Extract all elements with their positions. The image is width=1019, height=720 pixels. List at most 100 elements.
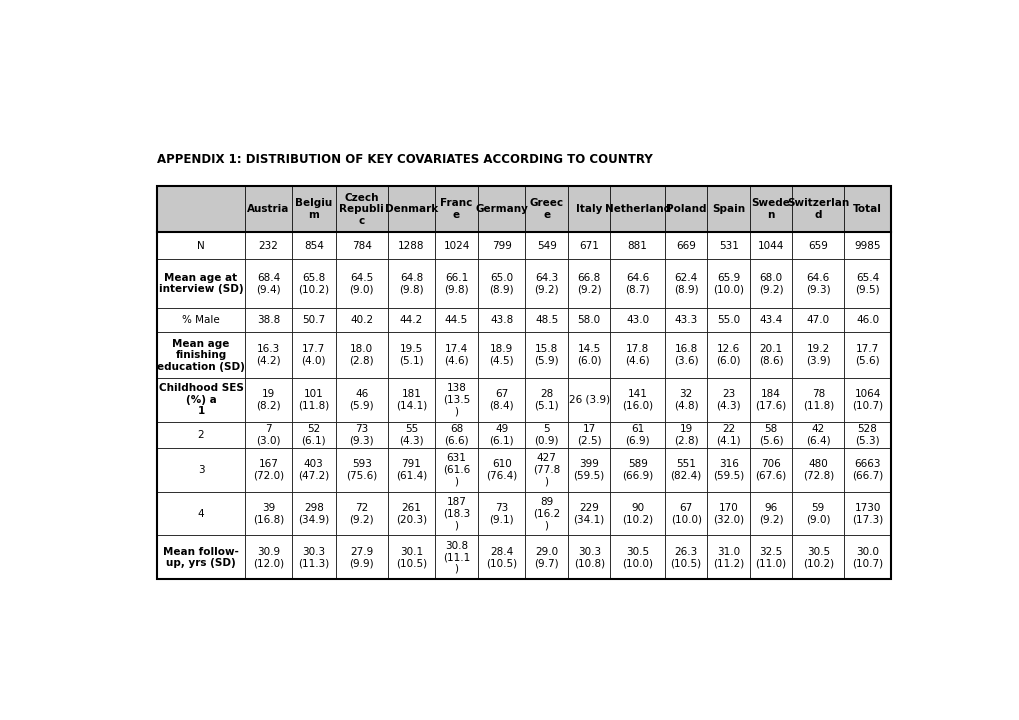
Bar bbox=[387, 421, 435, 448]
Bar bbox=[844, 259, 890, 307]
Bar bbox=[792, 492, 844, 536]
Text: 229
(34.1): 229 (34.1) bbox=[573, 503, 604, 524]
Text: 187
(18.3
): 187 (18.3 ) bbox=[442, 497, 470, 530]
Bar bbox=[610, 536, 664, 579]
Bar bbox=[387, 378, 435, 421]
Bar bbox=[844, 492, 890, 536]
Bar bbox=[435, 307, 477, 333]
Bar bbox=[157, 232, 245, 259]
Bar bbox=[335, 448, 387, 492]
Text: Belgiu
m: Belgiu m bbox=[294, 198, 332, 220]
Text: Franc
e: Franc e bbox=[440, 198, 472, 220]
Text: Switzerlan
d: Switzerlan d bbox=[787, 198, 849, 220]
Text: 61
(6.9): 61 (6.9) bbox=[625, 424, 649, 446]
Text: 73
(9.3): 73 (9.3) bbox=[350, 424, 374, 446]
Bar bbox=[291, 421, 335, 448]
Bar bbox=[707, 186, 749, 232]
Text: 232: 232 bbox=[258, 240, 278, 251]
Bar bbox=[157, 448, 245, 492]
Bar bbox=[664, 378, 707, 421]
Text: 26 (3.9): 26 (3.9) bbox=[569, 395, 609, 405]
Text: 184
(17.6): 184 (17.6) bbox=[755, 389, 786, 410]
Text: 1064
(10.7): 1064 (10.7) bbox=[851, 389, 882, 410]
Text: 15.8
(5.9): 15.8 (5.9) bbox=[534, 344, 558, 366]
Bar bbox=[291, 186, 335, 232]
Text: Denmark: Denmark bbox=[384, 204, 437, 214]
Bar bbox=[610, 307, 664, 333]
Bar bbox=[335, 536, 387, 579]
Text: 19.2
(3.9): 19.2 (3.9) bbox=[805, 344, 829, 366]
Bar bbox=[792, 378, 844, 421]
Bar bbox=[792, 448, 844, 492]
Text: 30.5
(10.0): 30.5 (10.0) bbox=[622, 546, 652, 568]
Text: 44.2: 44.2 bbox=[399, 315, 423, 325]
Text: 22
(4.1): 22 (4.1) bbox=[715, 424, 740, 446]
Text: 28.4
(10.5): 28.4 (10.5) bbox=[486, 546, 517, 568]
Bar bbox=[610, 448, 664, 492]
Bar bbox=[664, 307, 707, 333]
Text: 28
(5.1): 28 (5.1) bbox=[534, 389, 558, 410]
Bar bbox=[707, 259, 749, 307]
Bar bbox=[844, 536, 890, 579]
Text: 17.7
(5.6): 17.7 (5.6) bbox=[854, 344, 879, 366]
Text: Mean age
finishing
education (SD): Mean age finishing education (SD) bbox=[157, 338, 245, 372]
Bar bbox=[245, 378, 291, 421]
Bar bbox=[792, 333, 844, 378]
Bar bbox=[245, 492, 291, 536]
Bar bbox=[792, 421, 844, 448]
Bar bbox=[707, 492, 749, 536]
Text: 3: 3 bbox=[198, 464, 204, 474]
Bar bbox=[525, 448, 568, 492]
Text: Poland: Poland bbox=[665, 204, 706, 214]
Bar bbox=[477, 333, 525, 378]
Bar bbox=[245, 186, 291, 232]
Text: 42
(6.4): 42 (6.4) bbox=[805, 424, 829, 446]
Bar bbox=[435, 232, 477, 259]
Bar bbox=[387, 448, 435, 492]
Text: 64.6
(8.7): 64.6 (8.7) bbox=[625, 273, 649, 294]
Bar bbox=[387, 259, 435, 307]
Bar bbox=[157, 492, 245, 536]
Bar bbox=[525, 232, 568, 259]
Bar bbox=[568, 378, 610, 421]
Text: 78
(11.8): 78 (11.8) bbox=[802, 389, 834, 410]
Bar bbox=[245, 421, 291, 448]
Bar bbox=[610, 378, 664, 421]
Text: 89
(16.2
): 89 (16.2 ) bbox=[533, 497, 559, 530]
Bar bbox=[664, 333, 707, 378]
Bar bbox=[568, 186, 610, 232]
Text: 46
(5.9): 46 (5.9) bbox=[350, 389, 374, 410]
Text: 167
(72.0): 167 (72.0) bbox=[253, 459, 283, 480]
Text: 43.8: 43.8 bbox=[489, 315, 513, 325]
Bar bbox=[435, 492, 477, 536]
Bar bbox=[568, 448, 610, 492]
Bar bbox=[157, 333, 245, 378]
Bar bbox=[749, 378, 792, 421]
Bar bbox=[568, 333, 610, 378]
Text: 791
(61.4): 791 (61.4) bbox=[395, 459, 427, 480]
Text: 17
(2.5): 17 (2.5) bbox=[577, 424, 601, 446]
Bar bbox=[245, 307, 291, 333]
Text: 26.3
(10.5): 26.3 (10.5) bbox=[669, 546, 701, 568]
Text: Netherland: Netherland bbox=[604, 204, 671, 214]
Bar bbox=[291, 307, 335, 333]
Bar bbox=[707, 378, 749, 421]
Text: Austria: Austria bbox=[247, 204, 289, 214]
Text: 30.3
(10.8): 30.3 (10.8) bbox=[573, 546, 604, 568]
Bar bbox=[525, 492, 568, 536]
Text: 20.1
(8.6): 20.1 (8.6) bbox=[758, 344, 783, 366]
Text: 18.9
(4.5): 18.9 (4.5) bbox=[489, 344, 514, 366]
Text: 549: 549 bbox=[536, 240, 556, 251]
Bar bbox=[477, 259, 525, 307]
Text: 38.8: 38.8 bbox=[257, 315, 280, 325]
Text: 261
(20.3): 261 (20.3) bbox=[395, 503, 427, 524]
Bar bbox=[568, 536, 610, 579]
Bar bbox=[792, 232, 844, 259]
Text: 669: 669 bbox=[676, 240, 695, 251]
Bar bbox=[749, 448, 792, 492]
Bar bbox=[435, 421, 477, 448]
Text: 18.0
(2.8): 18.0 (2.8) bbox=[350, 344, 374, 366]
Bar bbox=[387, 186, 435, 232]
Text: 64.5
(9.0): 64.5 (9.0) bbox=[350, 273, 374, 294]
Text: 30.3
(11.3): 30.3 (11.3) bbox=[298, 546, 329, 568]
